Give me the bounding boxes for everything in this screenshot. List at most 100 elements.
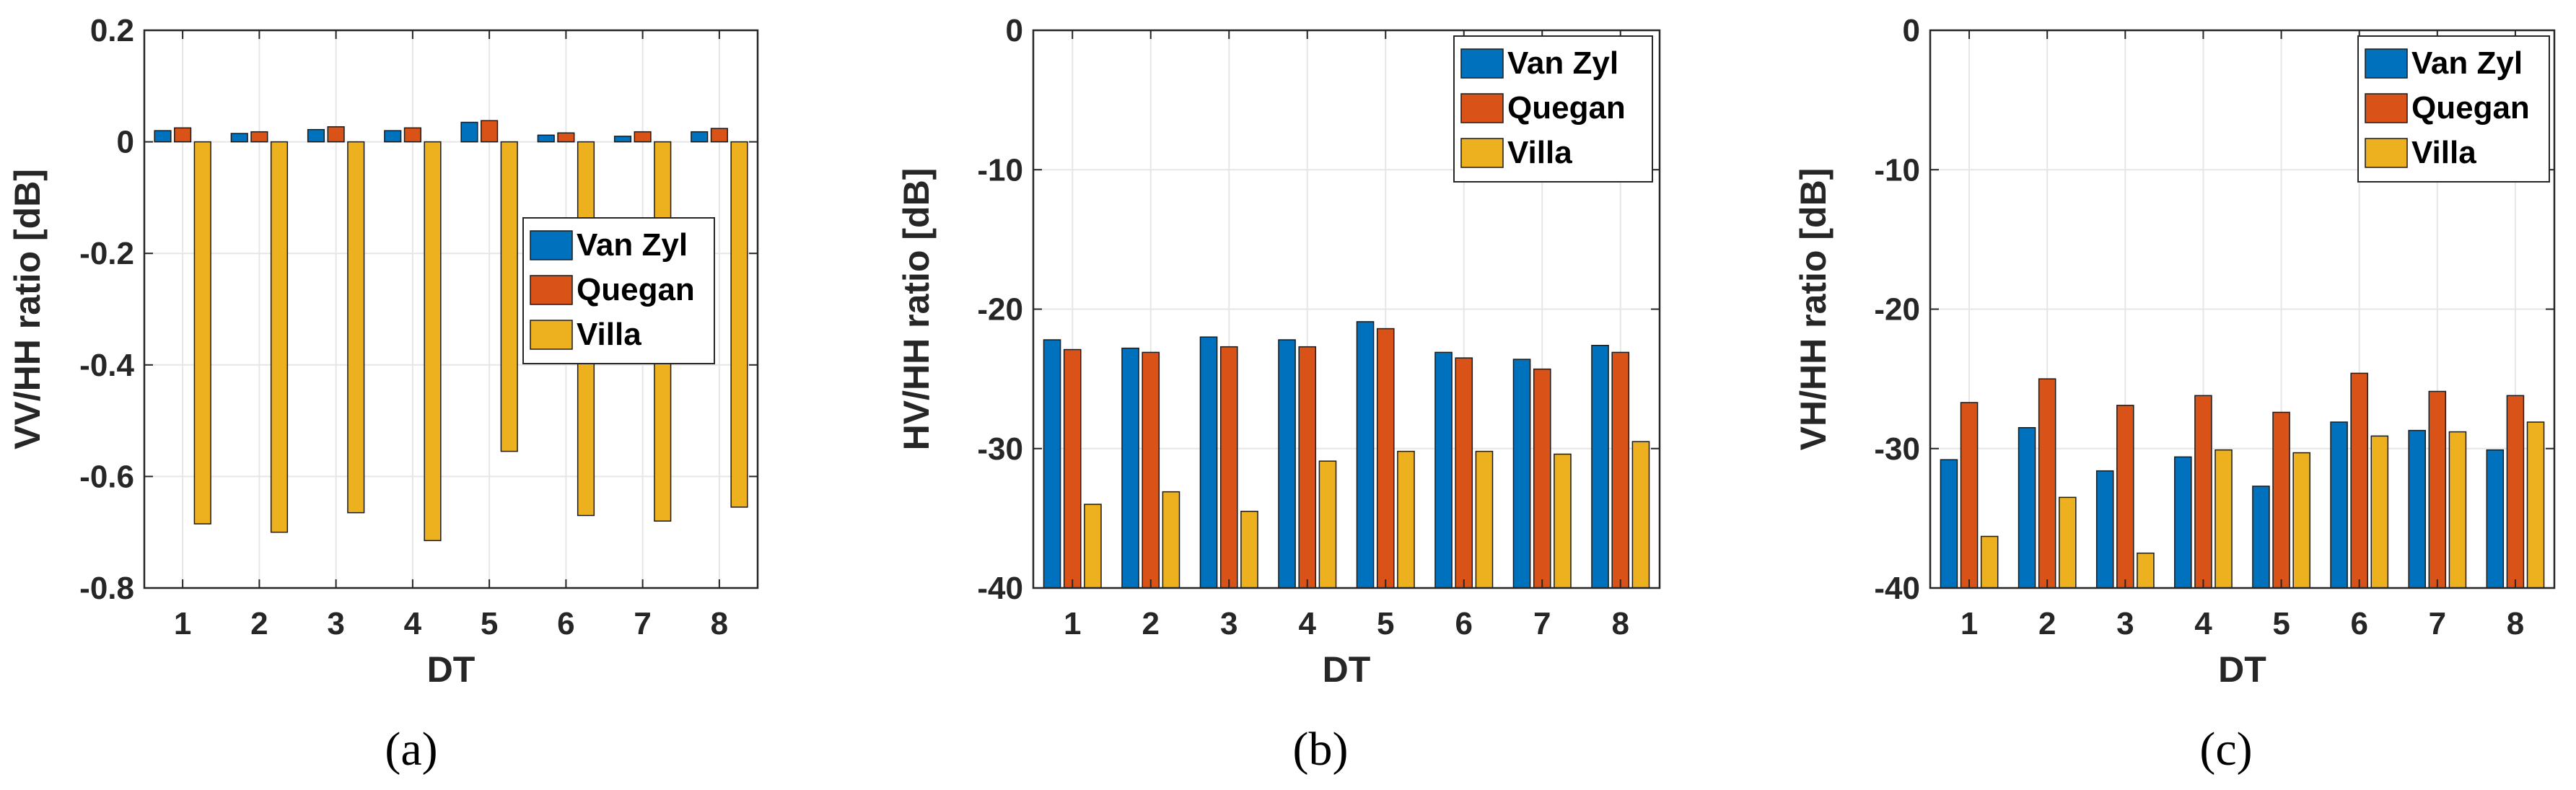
bar-villa-dt3 — [1240, 510, 1258, 589]
bar-villa-dt5 — [2292, 452, 2310, 589]
ytick-label: -10 — [977, 152, 1023, 188]
bar-van-zyl-dt8 — [691, 131, 709, 143]
xtick-label: 6 — [557, 606, 574, 641]
xtick-label: 6 — [2350, 606, 2367, 641]
xtick-label: 5 — [1377, 606, 1394, 641]
ytick-label: -0.8 — [79, 571, 134, 606]
ytick-label: -0.4 — [79, 348, 134, 383]
ytick-label: -0.2 — [79, 236, 134, 271]
bar-van-zyl-dt2 — [230, 133, 248, 143]
bar-villa-dt3 — [2137, 552, 2155, 589]
axes-box — [143, 29, 759, 589]
bar-van-zyl-dt1 — [154, 130, 172, 143]
ytick-label: 0 — [1903, 13, 1920, 48]
bar-van-zyl-dt3 — [1199, 336, 1218, 589]
ytick-label: 0.2 — [90, 13, 134, 48]
bar-quegan-dt8 — [710, 128, 728, 143]
bar-van-zyl-dt5 — [2252, 486, 2270, 589]
legend-swatch-quegan — [1460, 93, 1504, 123]
bar-quegan-dt6 — [2350, 372, 2368, 589]
xtick-label: 6 — [1455, 606, 1473, 641]
legend-swatch-van-zyl — [530, 230, 573, 260]
legend-swatch-van-zyl — [1460, 48, 1504, 79]
x-axis-label: DT — [427, 649, 476, 690]
ytick-label: -20 — [1874, 292, 1920, 328]
bar-villa-dt8 — [730, 141, 748, 508]
xtick-label: 3 — [327, 606, 344, 641]
bar-quegan-dt3 — [1219, 346, 1238, 589]
ytick-label: -30 — [977, 431, 1023, 467]
bar-van-zyl-dt2 — [2018, 427, 2036, 589]
bar-van-zyl-dt6 — [2330, 421, 2348, 589]
xtick-label: 1 — [1961, 606, 1978, 641]
legend-swatch-villa — [1460, 138, 1504, 168]
panel-caption: (a) — [385, 723, 437, 776]
bar-van-zyl-dt4 — [1278, 339, 1296, 589]
xtick-label: 2 — [250, 606, 268, 641]
bar-quegan-dt1 — [1960, 402, 1979, 589]
xtick-label: 7 — [1533, 606, 1551, 641]
xtick-label: 2 — [2038, 606, 2056, 641]
legend: Van Zyl Quegan Villa — [1453, 35, 1653, 183]
bar-van-zyl-dt4 — [2174, 456, 2192, 589]
bar-quegan-dt1 — [1063, 348, 1082, 589]
bar-villa-dt7 — [2448, 431, 2467, 589]
bar-villa-dt2 — [2059, 496, 2077, 589]
panel-caption: (c) — [2199, 723, 2252, 776]
legend-label: Quegan — [577, 272, 695, 307]
bar-villa-dt7 — [1554, 453, 1572, 589]
bar-van-zyl-dt7 — [2408, 429, 2426, 589]
xtick-label: 2 — [1142, 606, 1160, 641]
xtick-label: 3 — [1220, 606, 1237, 641]
legend: Van Zyl Quegan Villa — [522, 217, 715, 364]
legend-swatch-quegan — [2365, 93, 2408, 123]
legend-label: Villa — [577, 317, 641, 352]
xtick-label: 8 — [1612, 606, 1629, 641]
xtick-label: 7 — [2429, 606, 2446, 641]
bar-quegan-dt4 — [2194, 395, 2212, 589]
bar-villa-dt4 — [1318, 460, 1337, 589]
y-axis-label: VH/HH ratio [dB] — [1793, 168, 1834, 451]
bar-van-zyl-dt8 — [1591, 344, 1609, 589]
bar-van-zyl-dt6 — [537, 134, 555, 143]
ytick-label: -40 — [977, 571, 1023, 606]
bar-villa-dt4 — [424, 141, 442, 542]
bar-van-zyl-dt1 — [1043, 339, 1061, 589]
bar-van-zyl-dt8 — [2486, 449, 2505, 589]
xtick-label: 5 — [2272, 606, 2290, 641]
xtick-label: 8 — [711, 606, 728, 641]
ytick-label: -0.6 — [79, 459, 134, 494]
bar-quegan-dt3 — [2116, 405, 2134, 589]
bar-van-zyl-dt5 — [460, 121, 478, 143]
legend-swatch-villa — [2365, 138, 2408, 168]
bar-villa-dt6 — [2370, 435, 2389, 589]
ytick-label: 0 — [1006, 13, 1023, 48]
bar-villa-dt6 — [1475, 450, 1494, 589]
bar-van-zyl-dt5 — [1356, 321, 1375, 589]
bar-van-zyl-dt7 — [613, 136, 632, 143]
ytick-label: -10 — [1874, 152, 1920, 188]
bar-van-zyl-dt6 — [1434, 351, 1453, 589]
ytick-label: -20 — [977, 292, 1023, 328]
legend-label: Villa — [2411, 135, 2476, 170]
xtick-label: 5 — [481, 606, 498, 641]
y-axis-label: VV/HH ratio [dB] — [7, 169, 48, 449]
bar-quegan-dt2 — [250, 131, 268, 143]
chart-panel-c: -40 -30 -20 -10 0 1 2 3 4 5 6 7 8 DT VH/HH ratio [dB] V… — [1793, 13, 2556, 776]
chart-panel-a: -0.8 -0.6 -0.4 -0.2 0 0.2 1 2 3 4 5 6 7 8 DT VV/HH rati… — [7, 13, 759, 776]
bar-villa-dt5 — [500, 141, 518, 452]
bar-villa-dt5 — [1397, 450, 1415, 589]
legend-label: Van Zyl — [577, 227, 688, 263]
xtick-label: 4 — [1299, 606, 1317, 641]
chart-panel-b: -40 -30 -20 -10 0 1 2 3 4 5 6 7 8 DT HV/HH ratio [dB] V… — [896, 13, 1661, 776]
bar-quegan-dt4 — [1298, 346, 1317, 589]
bar-villa-dt8 — [1631, 441, 1650, 589]
bar-quegan-dt7 — [2428, 390, 2447, 589]
xtick-label: 8 — [2507, 606, 2524, 641]
xtick-label: 1 — [1064, 606, 1081, 641]
xtick-label: 7 — [634, 606, 651, 641]
legend-label: Quegan — [2411, 90, 2530, 126]
legend: Van Zyl Quegan Villa — [2357, 35, 2550, 183]
legend-label: Van Zyl — [2411, 45, 2523, 81]
bar-villa-dt1 — [1980, 535, 1999, 589]
